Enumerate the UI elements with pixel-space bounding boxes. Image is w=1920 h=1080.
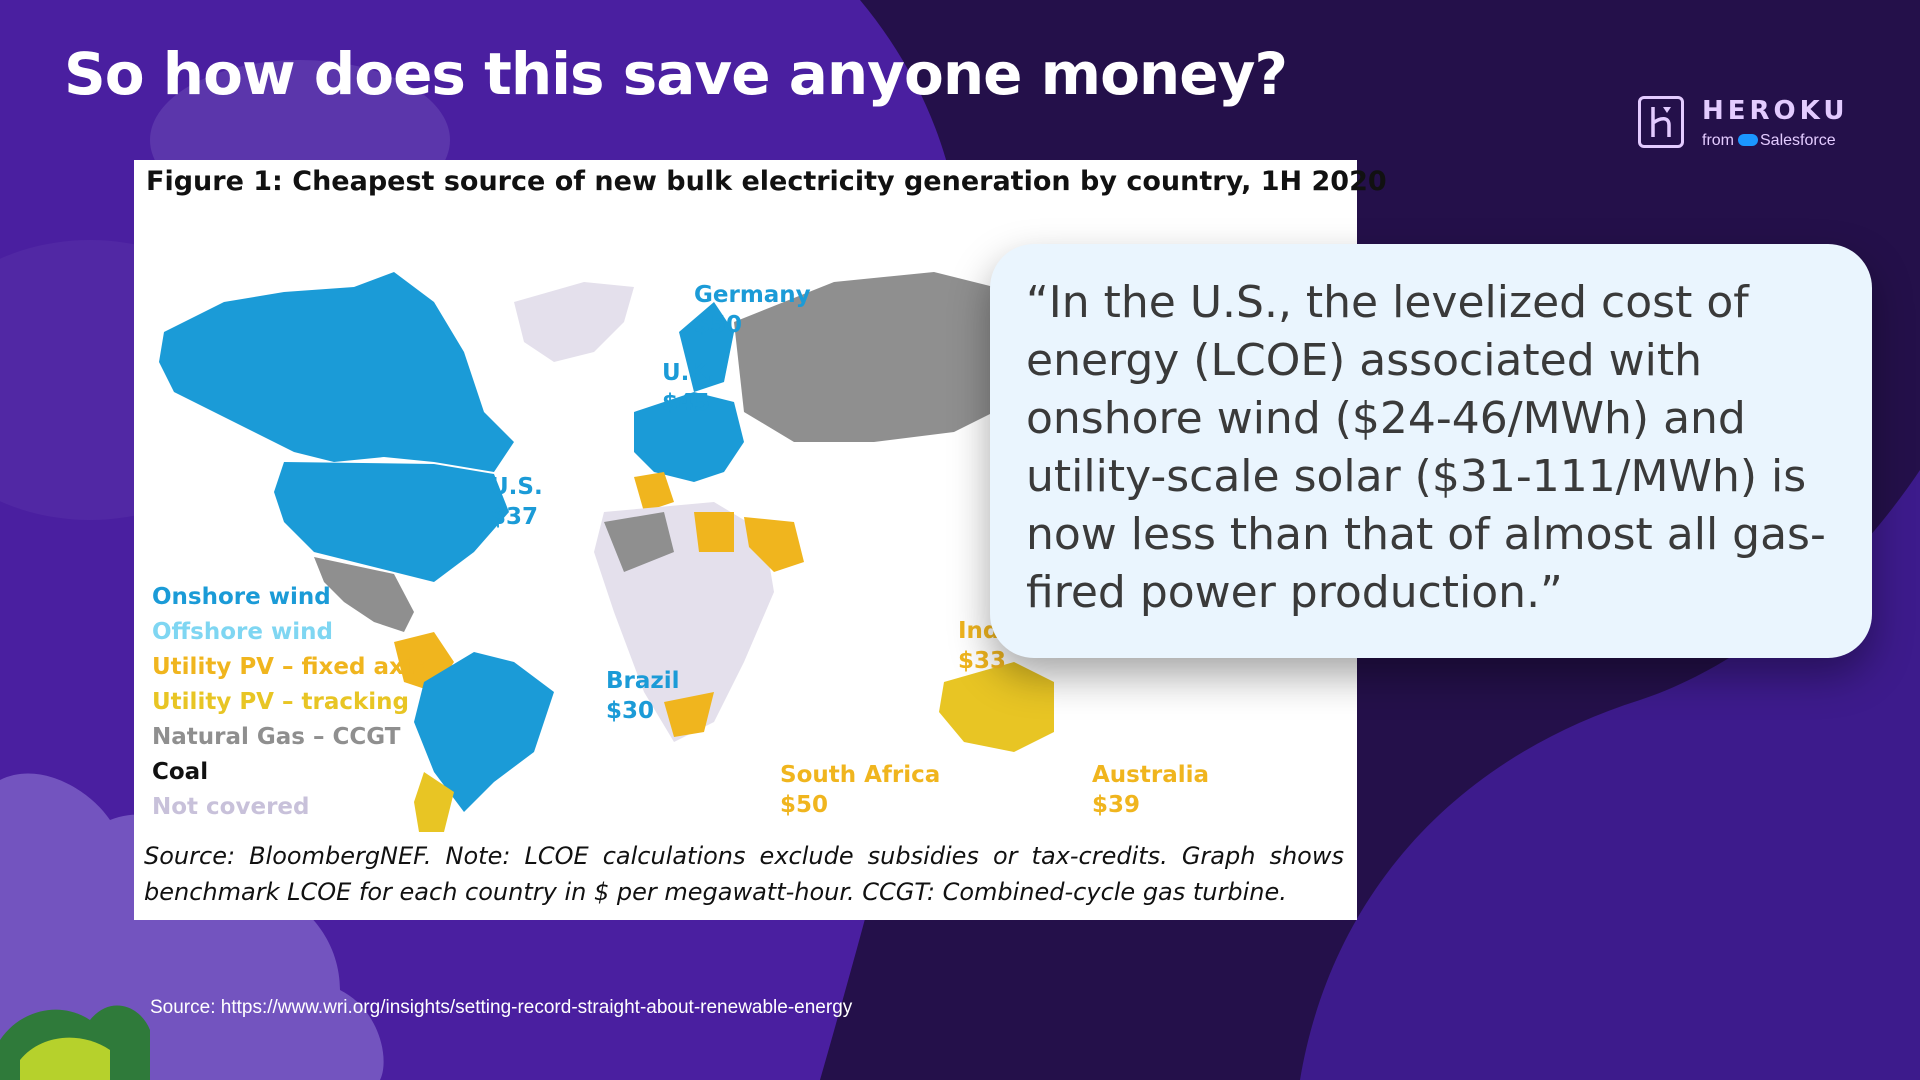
quote-card: “In the U.S., the levelized cost of ener… xyxy=(990,244,1872,658)
map-saudi-arabia xyxy=(744,517,804,572)
slide-title: So how does this save anyone money? xyxy=(64,40,1288,108)
map-algeria xyxy=(604,512,674,572)
legend-coal: Coal xyxy=(152,759,209,785)
legend-natural-gas: Natural Gas – CCGT xyxy=(152,724,401,750)
legend-not-covered: Not covered xyxy=(152,794,310,820)
legend-onshore-wind: Onshore wind xyxy=(152,584,331,610)
label-us: U.S. $37 xyxy=(490,474,543,530)
label-australia: Australia $39 xyxy=(1092,762,1210,818)
world-map xyxy=(159,272,1054,832)
map-greenland xyxy=(514,282,634,362)
map-legend: Onshore wind Offshore wind Utility PV – … xyxy=(152,580,425,825)
figure-title: Figure 1: Cheapest source of new bulk el… xyxy=(146,166,1387,197)
heroku-logo-icon xyxy=(1638,96,1684,148)
legend-pv-fixed: Utility PV – fixed axis xyxy=(152,654,426,680)
label-germany: Germany $50 xyxy=(694,282,811,338)
map-egypt xyxy=(694,512,734,552)
map-france xyxy=(634,472,674,512)
map-australia xyxy=(939,662,1054,752)
logo-brand: Salesforce xyxy=(1760,132,1836,149)
map-mexico xyxy=(314,557,414,632)
map-russia xyxy=(734,272,1034,442)
quote-text: “In the U.S., the levelized cost of ener… xyxy=(1026,277,1826,618)
label-brazil: Brazil $30 xyxy=(606,668,680,724)
legend-pv-tracking: Utility PV – tracking xyxy=(152,689,409,715)
logo-subtitle: from Salesforce xyxy=(1702,132,1836,150)
map-usa xyxy=(274,462,509,582)
legend-offshore-wind: Offshore wind xyxy=(152,619,333,645)
map-europe xyxy=(634,392,744,482)
label-uk: U.K. $45 xyxy=(662,360,716,416)
map-south-africa xyxy=(664,692,714,737)
logo-from: from xyxy=(1702,132,1734,149)
map-brazil xyxy=(414,652,554,812)
figure-source-note: Source: BloombergNEF. Note: LCOE calcula… xyxy=(144,842,1344,906)
heroku-logo: HEROKU from Salesforce xyxy=(1638,96,1848,156)
map-canada xyxy=(159,272,514,472)
map-scandinavia xyxy=(679,302,734,392)
map-chile-argentina xyxy=(414,772,454,832)
slide-source-link[interactable]: Source: https://www.wri.org/insights/set… xyxy=(150,997,853,1018)
label-south-africa: South Africa $50 xyxy=(780,762,941,818)
logo-name: HEROKU xyxy=(1702,96,1849,126)
salesforce-cloud-icon xyxy=(1738,134,1758,146)
